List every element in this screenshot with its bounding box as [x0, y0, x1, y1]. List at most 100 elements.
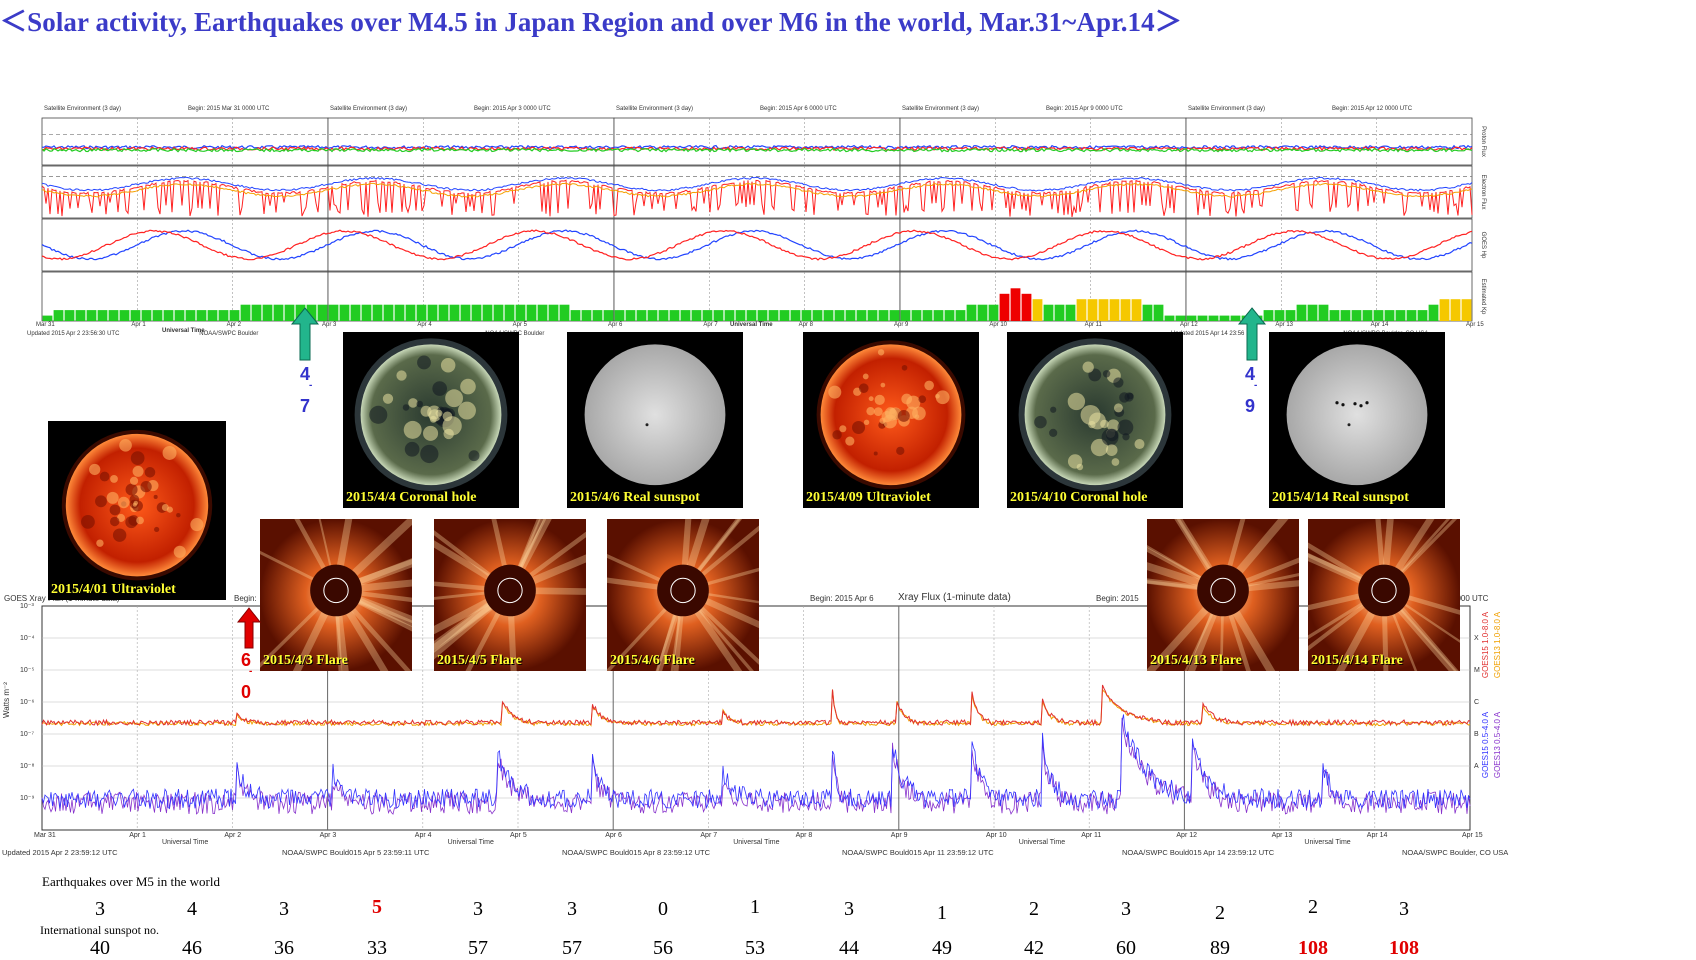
proton-flux-line	[41, 147, 1473, 153]
kp-bar	[284, 304, 295, 321]
solar-image-svg	[1308, 519, 1460, 671]
kp-bar	[834, 310, 845, 321]
coronagraph-occulter	[484, 564, 536, 617]
kp-bar	[262, 304, 273, 321]
kp-bar	[570, 310, 581, 321]
satellite-date-tick: Apr 7	[703, 322, 718, 328]
xray-class-letter: M	[1474, 667, 1480, 675]
kp-bar	[614, 310, 625, 321]
xray-footer: Updated 2015 Apr 2 23:59:12 UTC	[2, 848, 118, 857]
kp-bar	[790, 310, 801, 321]
kp-bar	[537, 304, 548, 321]
image-caption: 2015/4/6 Real sunspot	[570, 490, 700, 505]
xray-y-tick: 10⁻⁵	[20, 667, 35, 674]
xray-universal-time: Universal Time	[1018, 839, 1066, 846]
solar-image-flare: 2015/4/3 Flare	[260, 519, 412, 671]
xray-date-tick: Apr 6	[605, 832, 622, 839]
earthquake-count: 1	[937, 902, 947, 924]
kp-bar	[878, 310, 889, 321]
xray-class-letter: B	[1474, 731, 1479, 739]
xray-series-line	[41, 714, 1471, 811]
kp-bar	[1219, 315, 1230, 321]
sunspot-count: 57	[468, 937, 488, 959]
kp-bar	[119, 310, 130, 321]
kp-bar	[922, 310, 933, 321]
xray-date-tick: Apr 5	[510, 832, 527, 839]
sunspot-count: 108	[1389, 937, 1419, 959]
satellite-row-frame	[1185, 218, 1473, 272]
electron-flux-line	[41, 176, 1473, 192]
kp-bar	[977, 304, 988, 321]
kp-bar	[1186, 315, 1197, 321]
satellite-date-tick: Apr 11	[1084, 322, 1102, 328]
xray-date-tick: Apr 11	[1081, 832, 1102, 839]
satellite-date-tick: Apr 1	[131, 322, 146, 328]
satellite-row-frame	[41, 218, 329, 272]
satellite-panel-footer: Updated 2015 Apr 14 23:56	[1171, 331, 1245, 337]
sunspot-count: 42	[1024, 937, 1044, 959]
xray-date-tick: Apr 8	[795, 832, 813, 839]
kp-bar	[1175, 315, 1186, 321]
sun-disk	[1286, 344, 1428, 486]
image-caption: 2015/4/13 Flare	[1150, 653, 1242, 668]
solar-image-uv: 2015/4/01 Ultraviolet	[48, 421, 226, 600]
kp-bar	[1439, 299, 1450, 321]
solar-image-svg	[584, 344, 726, 486]
kp-bar	[372, 304, 383, 321]
kp-bar	[801, 310, 812, 321]
arrow-note-green1-b: -	[309, 380, 313, 391]
kp-bar	[185, 310, 196, 321]
kp-bar	[1450, 299, 1461, 321]
xray-date-tick: Apr 3	[319, 832, 337, 839]
solar-image-coronal: 2015/4/10 Coronal hole	[1007, 332, 1183, 508]
arrow-note-green1-a: 4	[300, 364, 311, 384]
kp-bar	[42, 315, 53, 321]
image-caption: 2015/4/14 Flare	[1311, 653, 1403, 668]
solar-image-svg	[434, 519, 586, 671]
xray-header-begin-3: Begin: 2015	[1096, 594, 1139, 603]
kp-bar	[273, 304, 284, 321]
sunspot-count: 89	[1210, 937, 1230, 959]
kp-bar	[405, 304, 416, 321]
arrow-note-green1-c: 7	[300, 396, 311, 416]
solar-image-flare: 2015/4/13 Flare	[1147, 519, 1299, 671]
kp-bar	[724, 310, 735, 321]
xray-date-tick: Apr 13	[1271, 832, 1293, 839]
kp-bar	[163, 310, 174, 321]
solar-image-svg	[1018, 338, 1172, 492]
satellite-panel-header: Satellite Environment (3 day)	[1188, 106, 1266, 112]
kp-bar	[669, 310, 680, 321]
kp-bar	[53, 310, 64, 321]
sun-disk	[584, 344, 726, 486]
xray-y-label: Watts m⁻²	[2, 682, 11, 718]
satellite-panel-header: Satellite Environment (3 day)	[330, 106, 408, 112]
kp-bar	[1208, 315, 1219, 321]
kp-bar	[152, 310, 163, 321]
satellite-date-tick: Apr 5	[512, 322, 527, 328]
kp-bar	[471, 304, 482, 321]
kp-bar	[328, 304, 339, 321]
kp-bar	[306, 304, 317, 321]
kp-bar	[438, 304, 449, 321]
kp-bar	[427, 304, 438, 321]
solar-image-uv: 2015/4/09 Ultraviolet	[803, 332, 979, 508]
image-caption: 2015/4/09 Ultraviolet	[806, 490, 931, 505]
kp-bar	[1109, 299, 1120, 321]
satellite-axis-label: Electron Flux	[1480, 174, 1486, 209]
kp-bar	[1428, 304, 1439, 321]
xray-legend-entry: GOES13 0.5-4.0 A	[1493, 711, 1502, 778]
kp-bar	[361, 304, 372, 321]
satellite-universal-time-2: Universal Time	[730, 322, 773, 328]
xray-header-begin-2: Begin: 2015 Apr 6	[810, 594, 874, 603]
kp-bar	[581, 310, 592, 321]
xray-footer: NOAA/SWPC Bould015 Apr 11 23:59:12 UTC	[842, 848, 994, 857]
page-title: ＜Solar activity, Earthquakes over M4.5 i…	[0, 7, 1182, 37]
xray-date-tick: Apr 1	[129, 832, 146, 839]
satellite-row-frame	[327, 218, 615, 272]
satellite-panel-header: Satellite Environment (3 day)	[616, 106, 694, 112]
earthquake-count: 2	[1029, 898, 1039, 920]
satellite-date-tick: Apr 3	[322, 322, 337, 328]
satellite-date-tick: Apr 6	[608, 322, 623, 328]
xray-legend-entry: GOES15 1.0-8.0 A	[1481, 611, 1490, 678]
xray-date-tick: Mar 31	[34, 832, 56, 839]
